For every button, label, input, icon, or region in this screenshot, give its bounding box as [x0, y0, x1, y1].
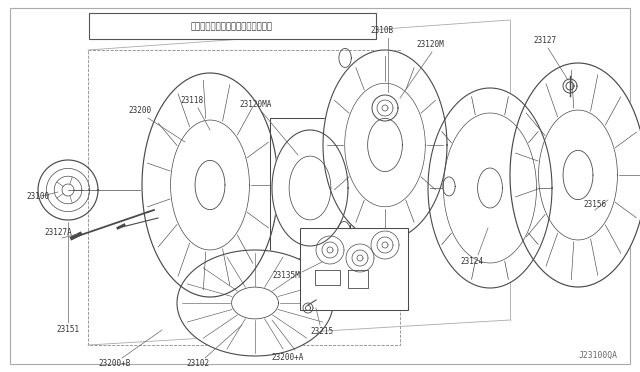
FancyBboxPatch shape	[270, 118, 350, 257]
Polygon shape	[142, 73, 278, 297]
Text: 23120MA: 23120MA	[240, 99, 272, 109]
Text: 23215: 23215	[310, 327, 333, 337]
Text: 23200+A: 23200+A	[272, 353, 304, 362]
FancyBboxPatch shape	[89, 13, 376, 39]
Text: 23127: 23127	[533, 35, 557, 45]
Text: 23200+B: 23200+B	[99, 359, 131, 369]
Bar	[300, 228, 408, 310]
Text: 23151: 23151	[56, 326, 79, 334]
Text: 23102: 23102	[186, 359, 209, 369]
Text: （注）表記以外の構成部品は非販売: （注）表記以外の構成部品は非販売	[191, 22, 273, 32]
Polygon shape	[428, 88, 552, 288]
Text: 23124: 23124	[460, 257, 484, 266]
Text: 23156: 23156	[584, 199, 607, 208]
Text: 2310B: 2310B	[371, 26, 394, 35]
Polygon shape	[272, 130, 348, 246]
Polygon shape	[177, 250, 333, 356]
Text: 23200: 23200	[129, 106, 152, 115]
Polygon shape	[510, 63, 640, 287]
Text: 23135M: 23135M	[272, 272, 300, 280]
Text: 23118: 23118	[180, 96, 204, 105]
Text: 23127A: 23127A	[44, 228, 72, 237]
Polygon shape	[323, 50, 447, 240]
Text: 23120M: 23120M	[416, 39, 444, 48]
Text: 23100: 23100	[26, 192, 49, 201]
Text: J23100QA: J23100QA	[579, 351, 618, 360]
